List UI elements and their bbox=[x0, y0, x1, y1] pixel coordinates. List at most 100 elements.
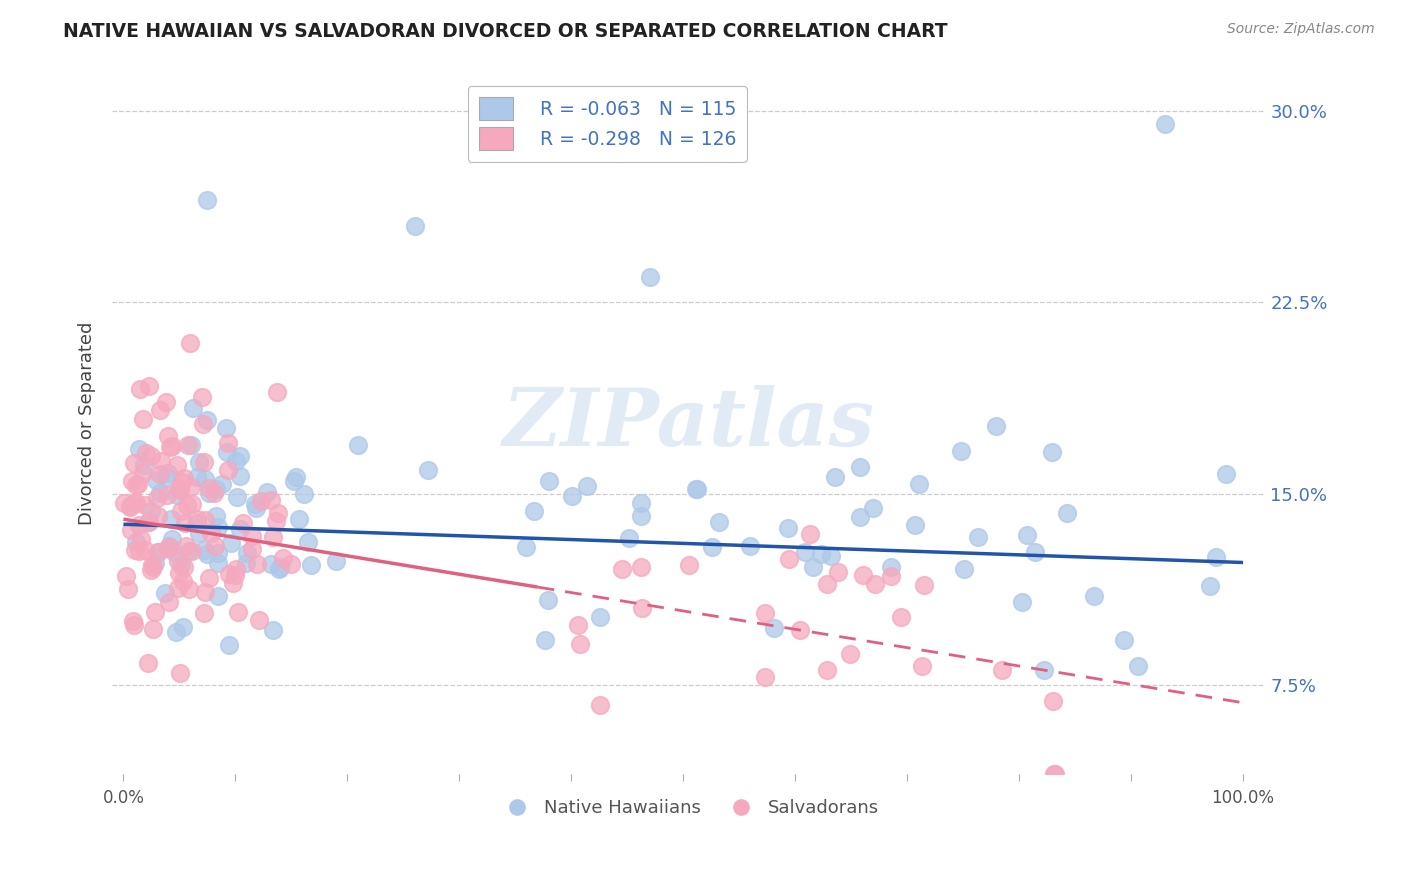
Point bbox=[240, 541, 263, 556]
Point bbox=[135, 446, 157, 460]
Point bbox=[153, 586, 176, 600]
Point bbox=[174, 539, 197, 553]
Point bbox=[266, 385, 288, 400]
Point bbox=[127, 477, 149, 491]
Point bbox=[630, 509, 652, 524]
Point bbox=[157, 539, 180, 553]
Point bbox=[186, 512, 208, 526]
Point bbox=[134, 543, 156, 558]
Point bbox=[142, 622, 165, 636]
Point bbox=[235, 556, 257, 570]
Point bbox=[169, 483, 191, 498]
Point bbox=[194, 472, 217, 486]
Point bbox=[120, 499, 142, 513]
Point bbox=[172, 619, 194, 633]
Point bbox=[128, 518, 150, 533]
Point bbox=[1042, 693, 1064, 707]
Point bbox=[299, 558, 322, 573]
Point bbox=[245, 501, 267, 516]
Point bbox=[862, 501, 884, 516]
Point bbox=[167, 554, 190, 568]
Point bbox=[256, 484, 278, 499]
Point bbox=[537, 593, 560, 607]
Point bbox=[638, 269, 661, 284]
Point bbox=[191, 417, 214, 432]
Point bbox=[763, 621, 786, 635]
Point bbox=[122, 618, 145, 632]
Point bbox=[118, 500, 141, 514]
Point bbox=[966, 530, 988, 544]
Point bbox=[685, 482, 707, 496]
Point bbox=[1056, 506, 1078, 520]
Point bbox=[225, 562, 247, 576]
Point bbox=[187, 455, 209, 469]
Point bbox=[180, 480, 202, 494]
Point bbox=[172, 475, 194, 490]
Point bbox=[146, 491, 169, 506]
Point bbox=[910, 658, 932, 673]
Point bbox=[686, 482, 709, 496]
Point bbox=[630, 496, 652, 510]
Point bbox=[1017, 528, 1039, 542]
Point bbox=[204, 539, 226, 553]
Point bbox=[129, 382, 152, 396]
Point bbox=[195, 413, 218, 427]
Point bbox=[149, 402, 172, 417]
Point bbox=[166, 458, 188, 472]
Point bbox=[325, 554, 347, 568]
Point bbox=[240, 529, 263, 543]
Point bbox=[204, 482, 226, 496]
Point bbox=[156, 488, 179, 502]
Point bbox=[136, 656, 159, 670]
Point bbox=[215, 421, 238, 435]
Point bbox=[157, 595, 180, 609]
Point bbox=[630, 560, 652, 574]
Point bbox=[193, 455, 215, 469]
Point bbox=[271, 551, 294, 566]
Point bbox=[269, 562, 291, 576]
Point bbox=[167, 581, 190, 595]
Point bbox=[589, 698, 612, 712]
Point bbox=[200, 526, 222, 541]
Point bbox=[801, 560, 824, 574]
Point bbox=[863, 577, 886, 591]
Point bbox=[515, 540, 537, 554]
Point bbox=[143, 556, 166, 570]
Point bbox=[169, 504, 191, 518]
Point bbox=[702, 540, 724, 554]
Point bbox=[198, 481, 221, 495]
Point bbox=[128, 543, 150, 558]
Point bbox=[1040, 444, 1063, 458]
Point bbox=[815, 663, 838, 677]
Point bbox=[157, 541, 180, 555]
Point bbox=[232, 516, 254, 530]
Point bbox=[250, 494, 273, 508]
Point bbox=[194, 584, 217, 599]
Point bbox=[217, 463, 239, 477]
Point bbox=[179, 335, 201, 350]
Point bbox=[815, 576, 838, 591]
Point bbox=[193, 606, 215, 620]
Point bbox=[575, 478, 598, 492]
Point bbox=[139, 449, 162, 463]
Point bbox=[207, 545, 229, 559]
Point bbox=[820, 549, 842, 563]
Text: ZIPatlas: ZIPatlas bbox=[503, 384, 875, 462]
Y-axis label: Divorced or Separated: Divorced or Separated bbox=[79, 322, 96, 525]
Point bbox=[156, 466, 179, 480]
Point bbox=[617, 531, 640, 545]
Point bbox=[1011, 595, 1033, 609]
Point bbox=[224, 568, 246, 582]
Point bbox=[148, 486, 170, 500]
Point bbox=[124, 456, 146, 470]
Text: NATIVE HAWAIIAN VS SALVADORAN DIVORCED OR SEPARATED CORRELATION CHART: NATIVE HAWAIIAN VS SALVADORAN DIVORCED O… bbox=[63, 22, 948, 41]
Point bbox=[1043, 767, 1066, 781]
Point bbox=[136, 516, 159, 530]
Point bbox=[292, 487, 315, 501]
Point bbox=[1024, 545, 1046, 559]
Point bbox=[810, 547, 832, 561]
Point bbox=[260, 492, 283, 507]
Point bbox=[132, 458, 155, 473]
Point bbox=[839, 648, 862, 662]
Point bbox=[1083, 589, 1105, 603]
